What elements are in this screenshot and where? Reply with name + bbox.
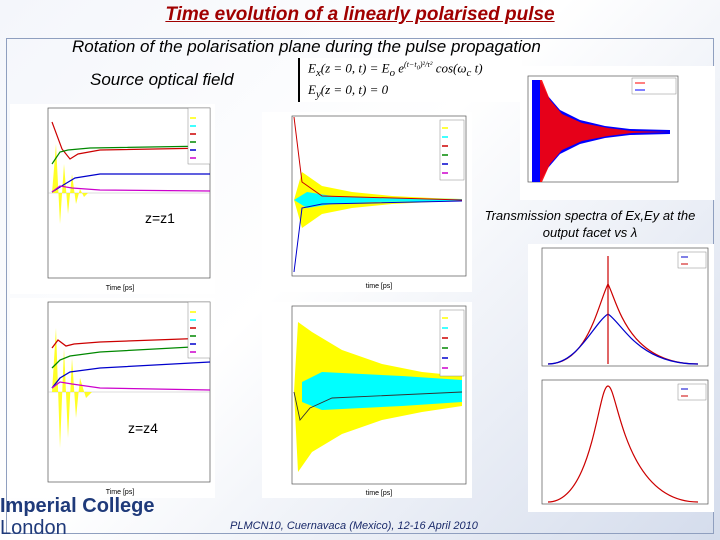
field-z1-xlabel: time [ps] [366, 283, 393, 290]
density-plot-z4: Time [ps] [10, 298, 215, 498]
slide-footer: PLMCN10, Cuernavaca (Mexico), 12-16 Apri… [230, 520, 478, 532]
legend-field-z4 [442, 317, 448, 369]
formula-ey: Ey(z = 0, t) = 0 [308, 82, 389, 101]
field-z4-xlabel: time [ps] [366, 490, 393, 497]
source-field-label: Source optical field [90, 70, 234, 89]
legend-z1 [190, 117, 196, 159]
density-plot-z1: Time [ps] [10, 104, 215, 294]
z1-xlabel: Time [ps] [106, 285, 135, 292]
label-z4: z=z4 [128, 420, 158, 436]
field-plot-z4: time [ps] [262, 302, 472, 498]
transmission-label: Transmission spectra of Ex,Ey at the out… [484, 208, 696, 240]
field-plot-z1: time [ps] [262, 112, 472, 292]
pulse-envelope [532, 80, 670, 182]
slide-title: Time evolution of a linearly polarised p… [165, 4, 555, 25]
legend-field-z1 [442, 127, 448, 174]
source-field-formula: Ex(z = 0, t) = Eo e(t−t0)²/τ² cos(ωc t) … [298, 58, 522, 102]
formula-ex: Ex(z = 0, t) = Eo e(t−t0)²/τ² cos(ωc t) [308, 60, 483, 79]
label-z1: z=z1 [145, 210, 175, 226]
imperial-logo-line2: London [0, 517, 67, 539]
spectrum-plot-z1 [528, 244, 714, 376]
z4-xlabel: Time [ps] [106, 489, 135, 496]
legend-z4 [190, 311, 196, 353]
imperial-logo-line1: Imperial College [0, 495, 155, 517]
slide-subtitle: Rotation of the polarisation plane durin… [72, 37, 541, 56]
spectrum-plot-z4 [528, 376, 714, 512]
source-pulse-plot [520, 66, 715, 200]
